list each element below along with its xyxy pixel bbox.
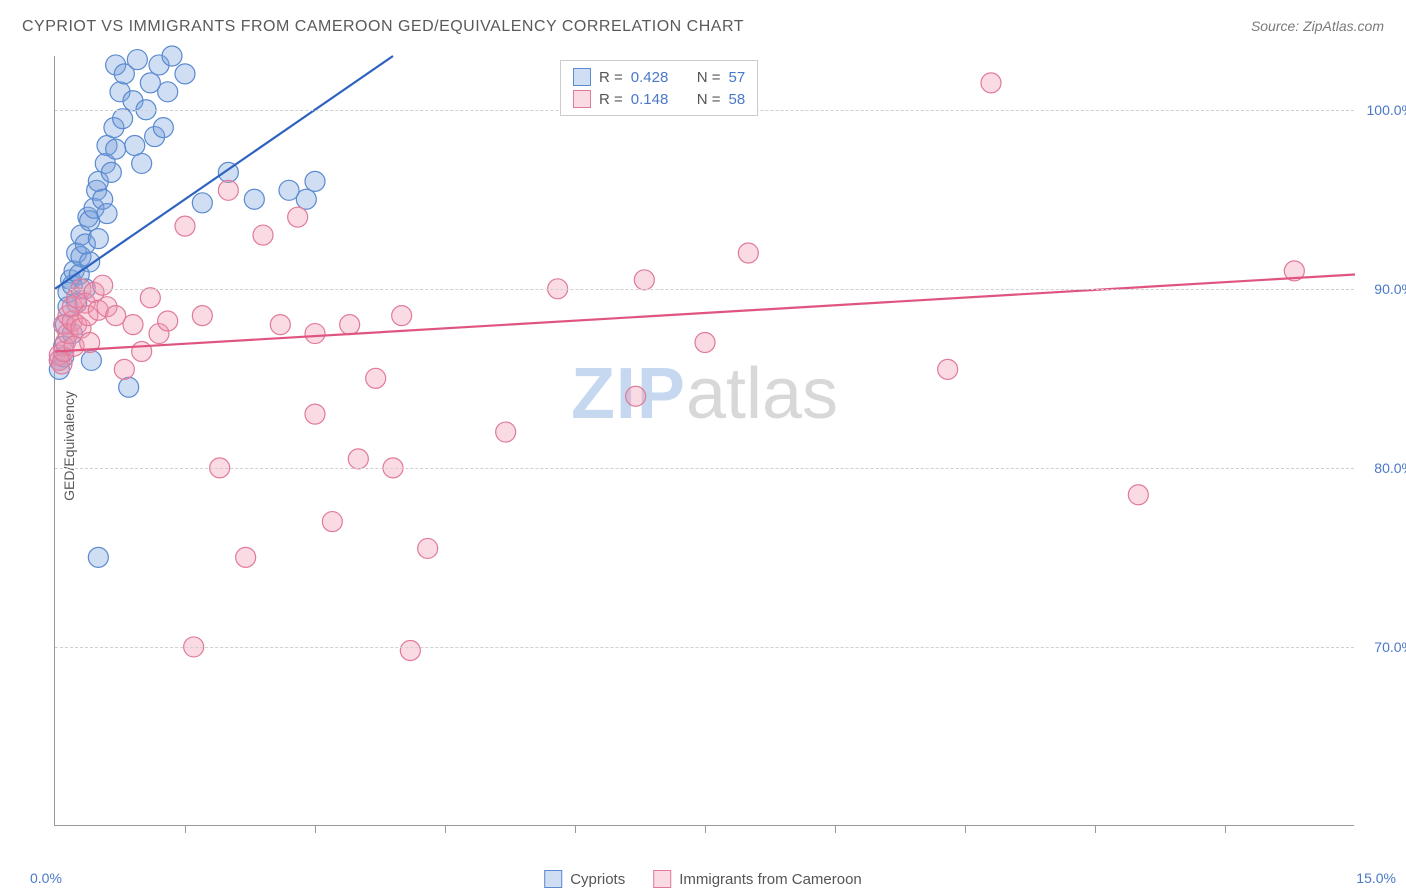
scatter-point [305, 324, 325, 344]
scatter-point [192, 193, 212, 213]
x-axis-max-label: 15.0% [1356, 870, 1396, 886]
gridline [55, 468, 1354, 469]
legend-series: Cypriots Immigrants from Cameroon [544, 870, 862, 888]
scatter-point [348, 449, 368, 469]
scatter-point [244, 189, 264, 209]
scatter-point [175, 64, 195, 84]
scatter-point [418, 538, 438, 558]
n-value: 58 [729, 91, 746, 108]
scatter-point [158, 82, 178, 102]
scatter-point [738, 243, 758, 263]
y-tick-label: 80.0% [1359, 460, 1406, 476]
scatter-point [140, 288, 160, 308]
scatter-point [175, 216, 195, 236]
x-tick [835, 825, 836, 833]
n-prefix: N = [697, 69, 721, 86]
scatter-point [81, 350, 101, 370]
scatter-point [162, 46, 182, 66]
scatter-point [218, 180, 238, 200]
scatter-point [114, 359, 134, 379]
x-tick [185, 825, 186, 833]
scatter-point [366, 368, 386, 388]
gridline [55, 647, 1354, 648]
x-tick [575, 825, 576, 833]
legend-series-label: Immigrants from Cameroon [679, 871, 862, 888]
r-prefix: R = [599, 69, 623, 86]
legend-stats-row: R = 0.148 N = 58 [573, 88, 745, 110]
x-tick [315, 825, 316, 833]
scatter-point [340, 315, 360, 335]
scatter-point [288, 207, 308, 227]
scatter-point [158, 311, 178, 331]
legend-series-item: Cypriots [544, 870, 625, 888]
legend-swatch [653, 870, 671, 888]
scatter-point [496, 422, 516, 442]
legend-series-item: Immigrants from Cameroon [653, 870, 862, 888]
scatter-point [1128, 485, 1148, 505]
scatter-point [123, 315, 143, 335]
scatter-point [192, 306, 212, 326]
scatter-point [132, 341, 152, 361]
chart-svg [55, 56, 1354, 825]
scatter-point [88, 547, 108, 567]
x-tick [965, 825, 966, 833]
n-value: 57 [729, 69, 746, 86]
n-prefix: N = [697, 91, 721, 108]
legend-stats: R = 0.428 N = 57 R = 0.148 N = 58 [560, 60, 758, 116]
legend-swatch [544, 870, 562, 888]
r-value: 0.428 [631, 69, 681, 86]
scatter-point [119, 377, 139, 397]
scatter-point [106, 139, 126, 159]
r-value: 0.148 [631, 91, 681, 108]
plot-area: ZIPatlas 70.0%80.0%90.0%100.0% [54, 56, 1354, 826]
y-tick-label: 70.0% [1359, 639, 1406, 655]
legend-stats-row: R = 0.428 N = 57 [573, 66, 745, 88]
scatter-point [153, 118, 173, 138]
scatter-point [626, 386, 646, 406]
y-tick-label: 100.0% [1359, 102, 1406, 118]
scatter-point [88, 229, 108, 249]
scatter-point [296, 189, 316, 209]
x-tick [1095, 825, 1096, 833]
scatter-point [236, 547, 256, 567]
x-tick [445, 825, 446, 833]
y-tick-label: 90.0% [1359, 281, 1406, 297]
scatter-point [270, 315, 290, 335]
source-attribution: Source: ZipAtlas.com [1251, 18, 1384, 34]
scatter-point [400, 641, 420, 661]
scatter-point [981, 73, 1001, 93]
scatter-point [253, 225, 273, 245]
legend-series-label: Cypriots [570, 871, 625, 888]
scatter-point [305, 404, 325, 424]
scatter-point [125, 136, 145, 156]
scatter-point [634, 270, 654, 290]
scatter-point [97, 204, 117, 224]
scatter-point [93, 275, 113, 295]
x-tick [1225, 825, 1226, 833]
scatter-point [695, 333, 715, 353]
scatter-point [101, 162, 121, 182]
scatter-point [938, 359, 958, 379]
gridline [55, 289, 1354, 290]
r-prefix: R = [599, 91, 623, 108]
scatter-point [392, 306, 412, 326]
chart-title: CYPRIOT VS IMMIGRANTS FROM CAMEROON GED/… [22, 18, 744, 36]
x-tick [705, 825, 706, 833]
scatter-point [132, 153, 152, 173]
scatter-point [305, 171, 325, 191]
legend-swatch [573, 90, 591, 108]
scatter-point [322, 512, 342, 532]
scatter-point [127, 50, 147, 70]
x-axis-min-label: 0.0% [30, 870, 62, 886]
scatter-point [113, 109, 133, 129]
legend-swatch [573, 68, 591, 86]
